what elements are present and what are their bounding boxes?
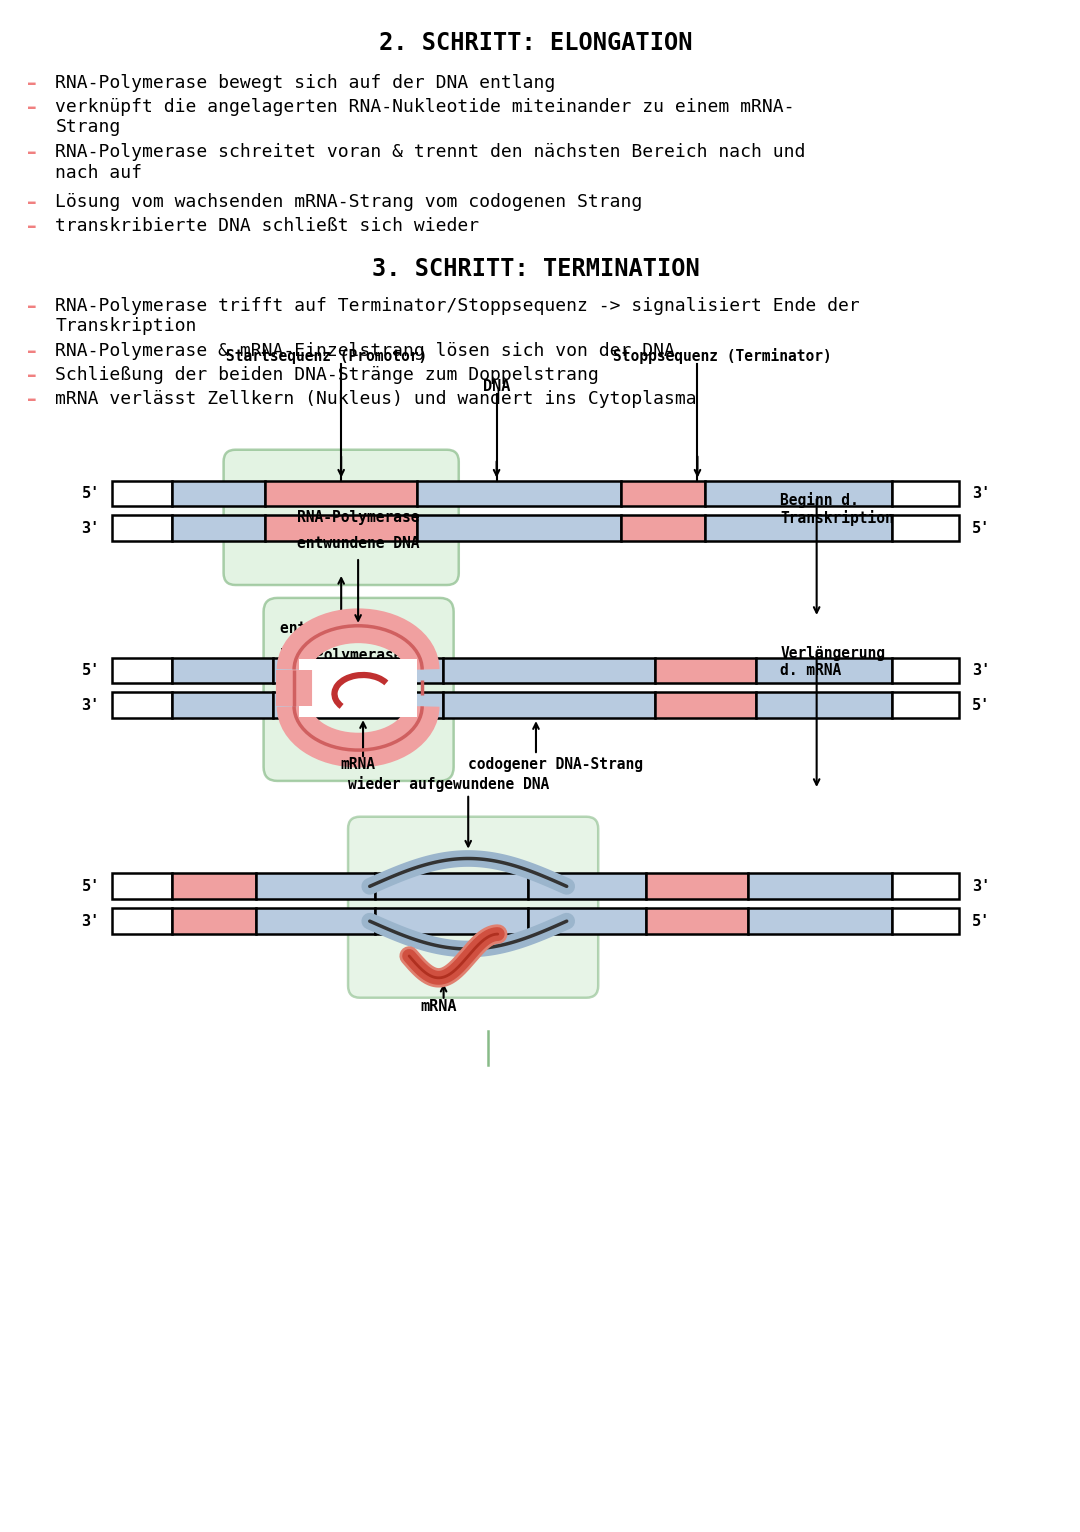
Text: –: – (27, 297, 37, 316)
Text: –: – (27, 193, 37, 211)
Text: Verlängerung
d. mRNA: Verlängerung d. mRNA (780, 645, 886, 679)
Bar (112, 692, 172, 719)
Bar (265, 515, 417, 541)
Bar (646, 908, 747, 935)
Text: mRNA: mRNA (420, 999, 457, 1014)
Bar (892, 515, 959, 541)
Bar (112, 515, 172, 541)
Text: 3': 3' (972, 663, 990, 679)
Bar (112, 657, 172, 683)
Bar (273, 692, 443, 719)
Text: 5': 5' (972, 521, 990, 536)
Text: RNA-Polymerase: RNA-Polymerase (280, 648, 403, 663)
Bar (299, 659, 417, 717)
Bar (417, 481, 621, 507)
Bar (417, 515, 621, 541)
Bar (654, 692, 756, 719)
Bar (375, 908, 527, 935)
Bar (646, 873, 747, 899)
Bar (892, 873, 959, 899)
Text: 3': 3' (972, 879, 990, 893)
Text: 5': 5' (81, 663, 99, 679)
Text: DNA: DNA (483, 378, 510, 394)
Text: RNA-Polymerase & mRNA-Einzelstrang lösen sich von der DNA: RNA-Polymerase & mRNA-Einzelstrang lösen… (55, 342, 675, 360)
Text: –: – (27, 366, 37, 385)
Bar (892, 692, 959, 719)
Text: 5': 5' (81, 879, 99, 893)
Bar (256, 908, 375, 935)
Bar (527, 873, 646, 899)
Text: transkribierte DNA schließt sich wieder: transkribierte DNA schließt sich wieder (55, 218, 480, 234)
Bar (273, 657, 443, 683)
Bar (443, 692, 654, 719)
Text: 3': 3' (81, 913, 99, 928)
Text: –: – (27, 74, 37, 93)
Text: verknüpft die angelagerten RNA-Nukleotide miteinander zu einem mRNA-
Strang: verknüpft die angelagerten RNA-Nukleotid… (55, 98, 795, 136)
Text: Beginn d.
Transkription: Beginn d. Transkription (780, 492, 894, 525)
FancyBboxPatch shape (348, 817, 598, 997)
Text: 5': 5' (81, 486, 99, 501)
Text: –: – (27, 144, 37, 162)
Text: entwundene DNA: entwundene DNA (297, 536, 419, 552)
Bar (892, 481, 959, 507)
Bar (705, 515, 892, 541)
Bar (172, 481, 265, 507)
Bar (705, 481, 892, 507)
Text: Schließung der beiden DNA-Stränge zum Doppelstrang: Schließung der beiden DNA-Stränge zum Do… (55, 366, 599, 385)
Text: 3': 3' (81, 699, 99, 712)
Bar (747, 908, 892, 935)
Bar (375, 873, 527, 899)
Text: –: – (27, 342, 37, 362)
Text: 5': 5' (972, 913, 990, 928)
Text: Stoppsequenz (Terminator): Stoppsequenz (Terminator) (612, 348, 832, 365)
Text: –: – (27, 391, 37, 409)
Text: 3. SCHRITT: TERMINATION: 3. SCHRITT: TERMINATION (373, 257, 700, 280)
Text: mRNA verlässt Zellkern (Nukleus) und wandert ins Cytoplasma: mRNA verlässt Zellkern (Nukleus) und wan… (55, 391, 697, 408)
Bar (172, 692, 273, 719)
Text: 3': 3' (81, 521, 99, 536)
Text: RNA-Polymerase: RNA-Polymerase (297, 510, 419, 525)
Bar (527, 908, 646, 935)
Text: mRNA: mRNA (340, 757, 376, 772)
Bar (112, 481, 172, 507)
Text: –: – (27, 218, 37, 236)
Text: Startsequenz (Promotor): Startsequenz (Promotor) (226, 349, 427, 365)
FancyBboxPatch shape (264, 597, 454, 781)
Bar (172, 657, 273, 683)
Text: 5': 5' (972, 699, 990, 712)
Bar (112, 908, 172, 935)
Text: wieder aufgewundene DNA: wieder aufgewundene DNA (348, 775, 549, 792)
Text: Lösung vom wachsenden mRNA-Strang vom codogenen Strang: Lösung vom wachsenden mRNA-Strang vom co… (55, 193, 643, 211)
Text: 3': 3' (972, 486, 990, 501)
Bar (747, 873, 892, 899)
Text: 2. SCHRITT: ELONGATION: 2. SCHRITT: ELONGATION (379, 31, 692, 55)
Text: RNA-Polymerase bewegt sich auf der DNA entlang: RNA-Polymerase bewegt sich auf der DNA e… (55, 74, 555, 92)
Text: codogener DNA-Strang: codogener DNA-Strang (468, 757, 644, 772)
Bar (654, 657, 756, 683)
Bar (756, 692, 892, 719)
Bar (172, 873, 256, 899)
Bar (172, 515, 265, 541)
Text: –: – (27, 98, 37, 116)
Bar (892, 657, 959, 683)
Text: RNA-Polymerase trifft auf Terminator/Stoppsequenz -> signalisiert Ende der
Trans: RNA-Polymerase trifft auf Terminator/Sto… (55, 297, 860, 336)
Bar (265, 481, 417, 507)
Bar (756, 657, 892, 683)
Bar (112, 873, 172, 899)
FancyBboxPatch shape (224, 450, 459, 585)
Bar (172, 908, 256, 935)
Text: RNA-Polymerase schreitet voran & trennt den nächsten Bereich nach und
nach auf: RNA-Polymerase schreitet voran & trennt … (55, 144, 806, 182)
Bar (892, 908, 959, 935)
Bar (443, 657, 654, 683)
Bar (256, 873, 375, 899)
Bar (621, 515, 705, 541)
Text: entwundene DNA: entwundene DNA (280, 620, 403, 636)
Bar (621, 481, 705, 507)
